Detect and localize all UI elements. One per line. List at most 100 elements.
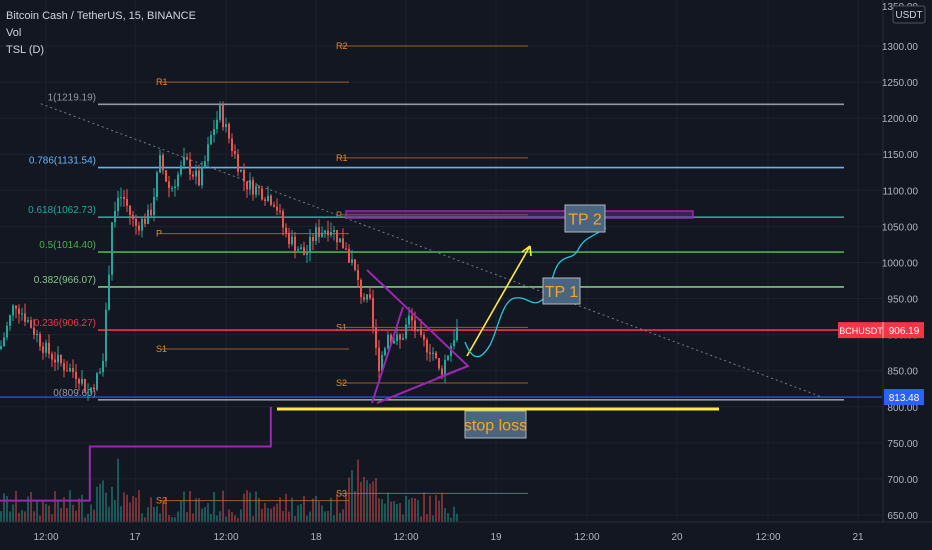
descending-trend-line [40,103,823,398]
pivot-label: R2 [336,41,348,51]
volume-bar [165,497,167,522]
volume-bar [276,503,278,522]
last-price-tag-bg [838,322,924,339]
candle-body [117,197,119,211]
candle-body [387,334,389,349]
stop-loss-box [464,410,527,439]
candle-body [219,104,221,120]
volume-bar [9,511,11,522]
volume-bar [78,498,80,522]
volume-bar [99,483,101,522]
volume-bar [243,493,245,522]
candle-body [363,297,365,300]
candle-body [174,186,176,188]
grid [0,0,882,522]
annotations: TP 1 TP 2 stop loss [277,204,719,439]
symbol-tag-label: BCHUSDT [839,326,883,336]
candle-body [186,157,188,160]
volume-bar [228,509,230,522]
candle-body [63,363,65,371]
candle-body [195,170,197,177]
pivot-lines: R2 R1 P S1 S2 R1 P S1 S2 S3 [156,41,528,506]
volume-bar [447,512,449,522]
candle-body [432,352,434,354]
volume-bar [417,500,419,522]
currency-label: USDT [895,10,922,21]
volume-bar [348,477,350,522]
candle-body [213,129,215,136]
volume-bar [177,511,179,522]
volume-bar [192,513,194,522]
candle-body [42,346,44,353]
volume-bar [393,501,395,522]
volume-bar [87,513,89,522]
pivot-label: R1 [336,153,348,163]
volume-bar [180,500,182,522]
candle-body [276,206,278,211]
candle-body [258,186,260,189]
candle-body [294,236,296,251]
volume-bar [351,469,353,522]
tsl-step-line [0,406,272,502]
candle-body [240,170,242,172]
volume-bar [195,498,197,522]
volume-indicator-label[interactable]: Vol [6,27,22,39]
volume-bar [426,514,428,522]
volume-bar [291,497,293,522]
candle-body [270,195,272,205]
price-tick-label: 850.00 [887,367,918,378]
tsl-indicator-label[interactable]: TSL (D) [6,44,45,56]
candle-body [282,211,284,228]
volume-bar [111,486,113,522]
volume-bar [384,503,386,522]
volume-bar [267,508,269,522]
volume-bar [21,510,23,522]
volume-bar [366,480,368,522]
volume-bar [453,506,455,522]
volume-bar [63,497,65,522]
candle-body [456,327,458,341]
volume-bar [441,492,443,522]
price-tick-label: 800.00 [887,403,918,414]
volume-bar [51,514,53,522]
volume-bar [237,517,239,522]
volume-bar [333,515,335,522]
volume-bar [321,505,323,522]
volume-bar [399,503,401,522]
candle-body [18,308,20,314]
projection-path [464,227,607,358]
candle-body [417,329,419,331]
support-price-tag-bg [884,389,924,406]
time-tick-label: 19 [490,532,502,543]
candle-body [138,225,140,231]
volume-bar [186,512,188,522]
candle-body [189,159,191,175]
candle-body [216,119,218,130]
volume-bar [357,459,359,522]
volume-bar [225,516,227,522]
candle-body [90,387,92,392]
candle-body [51,353,53,360]
volume-bar [69,490,71,522]
candle-body [453,340,455,346]
candle-body [39,333,41,347]
volume-bar [423,492,425,522]
candle-body [441,368,443,375]
volume-bar [24,511,26,522]
time-tick-label: 12:00 [574,532,599,543]
candle-body [243,170,245,182]
pivot-label: S3 [336,488,347,498]
volume-bar [141,513,143,522]
volume-bar [72,504,74,522]
candle-body [12,305,14,316]
candle-body [321,232,323,237]
volume-bar [210,514,212,522]
candle-body [249,179,251,190]
candle-body [288,232,290,245]
candle-body [426,339,428,353]
candle-body [198,170,200,186]
candle-body [69,368,71,372]
pivot-label: P [336,210,342,220]
volume-bar [318,501,320,522]
